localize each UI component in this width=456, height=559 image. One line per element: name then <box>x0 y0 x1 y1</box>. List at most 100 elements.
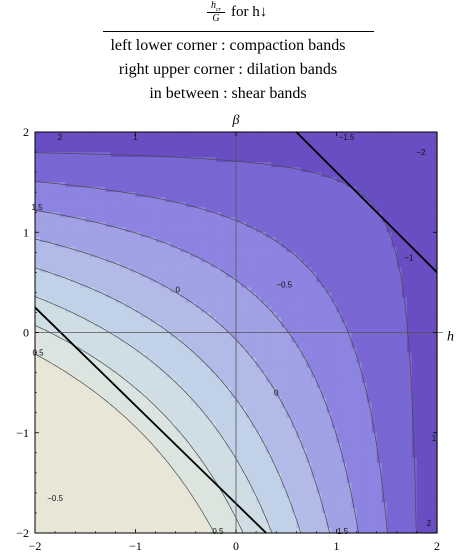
contour-region <box>70 267 76 273</box>
contour-region <box>341 352 348 359</box>
contour-region <box>125 517 132 524</box>
contour-region <box>316 447 323 454</box>
contour-region <box>230 222 237 228</box>
contour-region <box>170 317 177 324</box>
contour-region <box>40 517 46 524</box>
contour-region <box>65 147 71 153</box>
contour-region <box>125 282 132 288</box>
contour-region <box>301 412 307 419</box>
contour-region <box>150 312 157 319</box>
contour-region <box>291 197 297 203</box>
contour-region <box>175 252 182 258</box>
contour-region <box>316 497 323 504</box>
contour-region <box>236 257 242 263</box>
contour-region <box>261 517 267 524</box>
contour-region <box>210 347 217 354</box>
contour-region <box>225 437 232 444</box>
contour-region <box>236 492 242 499</box>
contour-region <box>276 347 282 354</box>
contour-region <box>105 492 111 499</box>
contour-region <box>110 282 117 288</box>
contour-region <box>311 232 318 238</box>
contour-region <box>50 337 56 344</box>
contour-region <box>165 222 172 228</box>
contour-region <box>140 377 147 384</box>
contour-region <box>311 427 318 434</box>
contour-region <box>80 237 86 243</box>
contour-region <box>261 357 267 364</box>
contour-region <box>140 527 147 534</box>
contour-region <box>90 372 96 379</box>
contour-region <box>210 437 217 444</box>
contour-region <box>331 397 338 404</box>
contour-region <box>55 132 61 138</box>
contour-region <box>65 287 71 293</box>
contour-region <box>331 282 338 288</box>
contour-region <box>80 377 86 384</box>
contour-region <box>195 347 202 354</box>
contour-region <box>120 377 127 384</box>
contour-region <box>165 352 172 359</box>
contour-region <box>165 387 172 394</box>
contour-region <box>205 462 212 469</box>
contour-region <box>346 277 353 283</box>
contour-region <box>145 412 152 419</box>
contour-region <box>50 502 56 509</box>
contour-region <box>80 307 86 314</box>
contour-region <box>110 307 117 314</box>
contour-region <box>205 337 212 344</box>
contour-region <box>241 472 247 479</box>
contour-region <box>190 452 197 459</box>
contour-region <box>90 392 96 399</box>
contour-region <box>55 527 61 534</box>
contour-region <box>215 317 222 324</box>
contour-region <box>251 227 257 233</box>
contour-region <box>301 482 307 489</box>
contour-region <box>135 197 142 203</box>
contour-region <box>170 192 177 198</box>
contour-region <box>256 207 262 213</box>
contour-region <box>241 467 247 474</box>
contour-region <box>195 322 202 329</box>
contour-region <box>70 212 76 218</box>
contour-region <box>130 187 137 193</box>
contour-region <box>110 157 117 163</box>
contour-region <box>115 427 122 434</box>
contour-region <box>80 472 86 479</box>
contour-region <box>150 132 157 138</box>
contour-region <box>125 377 132 384</box>
contour-region <box>140 517 147 524</box>
contour-region <box>296 272 302 278</box>
contour-region <box>140 327 147 334</box>
contour-region <box>50 267 56 273</box>
contour-region <box>246 227 252 233</box>
contour-region <box>341 472 348 479</box>
contour-region <box>70 237 76 243</box>
contour-region <box>256 272 262 278</box>
contour-region <box>331 507 338 514</box>
contour-region <box>276 362 282 369</box>
contour-region <box>331 522 338 529</box>
contour-region <box>281 162 287 168</box>
contour-region <box>55 507 61 514</box>
contour-region <box>160 352 167 359</box>
contour-region <box>306 292 312 299</box>
contour-region <box>291 367 297 374</box>
contour-region <box>296 212 302 218</box>
contour-region <box>35 157 41 163</box>
contour-region <box>286 252 292 258</box>
contour-region <box>120 492 127 499</box>
contour-region <box>281 417 287 424</box>
contour-region <box>220 237 227 243</box>
contour-region <box>291 512 297 519</box>
contour-region <box>45 422 51 429</box>
contour-region <box>75 402 81 409</box>
contour-region <box>200 337 207 344</box>
contour-region <box>316 292 323 299</box>
contour-region <box>175 222 182 228</box>
contour-region <box>336 507 343 514</box>
contour-region <box>205 322 212 329</box>
contour-region <box>301 312 307 319</box>
contour-region <box>120 147 127 153</box>
contour-region <box>155 497 162 504</box>
